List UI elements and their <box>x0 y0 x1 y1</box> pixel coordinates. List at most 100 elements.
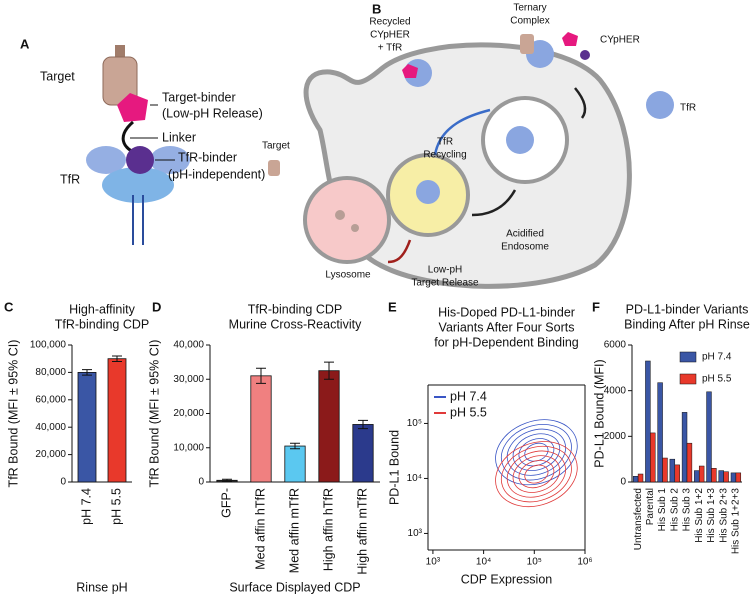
label: Acidified <box>506 229 544 240</box>
bar <box>662 457 668 483</box>
y-tick-label: 0 <box>198 477 204 488</box>
contour <box>512 455 561 493</box>
bar <box>645 360 651 483</box>
panel-letter: B <box>372 1 381 16</box>
x-tick-label: 10⁵ <box>527 557 542 568</box>
bar <box>711 468 717 483</box>
error-bar <box>222 478 232 482</box>
x-tick-label: His Sub 1+3 <box>706 488 717 543</box>
y-tick-label: 6000 <box>604 340 627 351</box>
contour <box>524 464 549 484</box>
bar <box>718 470 724 483</box>
label: Recycling <box>423 150 466 161</box>
error-bar <box>112 355 122 362</box>
chart-title: Variants After Four Sorts <box>439 320 575 334</box>
label: Ternary <box>513 3 546 14</box>
panel-letter: F <box>592 299 600 314</box>
label: Target <box>262 141 290 152</box>
y-tick-label: 10,000 <box>173 442 204 453</box>
bar <box>706 391 712 483</box>
legend-label: pH 7.4 <box>702 352 732 363</box>
x-tick-label: His Sub 3 <box>682 488 693 532</box>
bar <box>698 465 705 483</box>
bar <box>632 476 639 483</box>
label: + TfR <box>378 43 403 54</box>
x-tick-label: pH 7.4 <box>79 488 93 525</box>
y-tick-label: 30,000 <box>173 374 204 385</box>
label: Complex <box>510 16 549 27</box>
arrow <box>387 239 412 264</box>
x-tick-label: 10⁶ <box>577 557 592 568</box>
chart-title: Binding After pH Rinse <box>624 317 750 331</box>
label: Endosome <box>501 242 549 253</box>
y-tick-label: 0 <box>620 477 626 488</box>
y-tick-label: 20,000 <box>35 449 66 460</box>
bar <box>730 472 737 483</box>
debris <box>335 210 345 220</box>
panel-b: B Recycled CYpHER + TfR Ternary Complex … <box>262 1 696 289</box>
label: TfR <box>680 103 696 114</box>
chart-title: His-Doped PD-L1-binder <box>438 305 575 319</box>
bar <box>657 382 663 483</box>
cypher-shape <box>562 32 578 46</box>
cypher-shape <box>580 50 590 60</box>
x-tick-label: 10⁴ <box>476 557 491 568</box>
contour <box>500 445 572 503</box>
y-tick-label: 40,000 <box>35 422 66 433</box>
contour <box>500 424 572 481</box>
label: Target Release <box>411 278 479 289</box>
label: Target <box>40 69 75 83</box>
target-stalk <box>115 45 125 57</box>
panel-letter: D <box>152 299 161 314</box>
x-axis-label: Rinse pH <box>76 580 127 594</box>
panel-a: A Target Target-binder (Low-pH Release) … <box>20 36 265 245</box>
x-tick-label: High affin mTfR <box>355 488 369 575</box>
contour <box>512 433 561 471</box>
chart-title: Murine Cross-Reactivity <box>229 317 362 331</box>
target-binder-shape <box>117 93 148 122</box>
cypher-shape <box>402 64 418 78</box>
x-tick-label: pH 5.5 <box>109 488 123 525</box>
complex <box>416 180 440 204</box>
bar <box>674 464 680 483</box>
y-tick-label: 60,000 <box>35 394 66 405</box>
label: CYpHER <box>370 30 410 41</box>
y-tick-label: 0 <box>60 477 66 488</box>
x-axis-label: Surface Displayed CDP <box>229 580 360 594</box>
error-bar <box>324 361 334 380</box>
arrow <box>471 189 517 217</box>
panel-letter: C <box>4 299 14 314</box>
lysosome <box>303 176 391 264</box>
y-tick-label: 10⁵ <box>407 418 422 429</box>
y-axis-label: TfR Bound (MFI ± 95% CI) <box>147 340 161 488</box>
contour <box>495 419 578 486</box>
arrow <box>433 108 491 156</box>
chart-title: TfR-binding CDP <box>55 317 149 331</box>
x-axis-label: CDP Expression <box>461 572 553 586</box>
bar <box>77 371 97 483</box>
label: Lysosome <box>325 270 371 281</box>
x-tick-label: His Sub 2 <box>669 488 680 532</box>
y-tick-label: 10³ <box>408 528 423 539</box>
y-axis-label: TfR Bound (MFI ± 95% CI) <box>6 340 20 488</box>
tfr-shape <box>646 91 674 119</box>
label: TfR <box>437 137 453 148</box>
tfr-binder-shape <box>126 146 154 174</box>
chart-title: for pH-Dependent Binding <box>434 335 579 349</box>
y-axis-label: PD-L1 Bound (MFI) <box>592 359 606 467</box>
x-tick-label: Med affin hTfR <box>253 488 267 570</box>
error-bar <box>256 367 266 384</box>
y-tick-label: 40,000 <box>173 340 204 351</box>
error-bar <box>290 442 300 450</box>
target-shape <box>520 34 534 54</box>
x-tick-label: GFP- <box>219 488 233 518</box>
bar <box>107 358 127 483</box>
label: (Low-pH Release) <box>162 106 263 120</box>
chart-title: TfR-binding CDP <box>248 302 342 316</box>
error-bar <box>358 419 368 430</box>
x-tick-label: Med affin mTfR <box>287 488 301 573</box>
y-tick-label: 2000 <box>604 431 627 442</box>
bar <box>735 472 742 483</box>
contour <box>518 460 555 489</box>
